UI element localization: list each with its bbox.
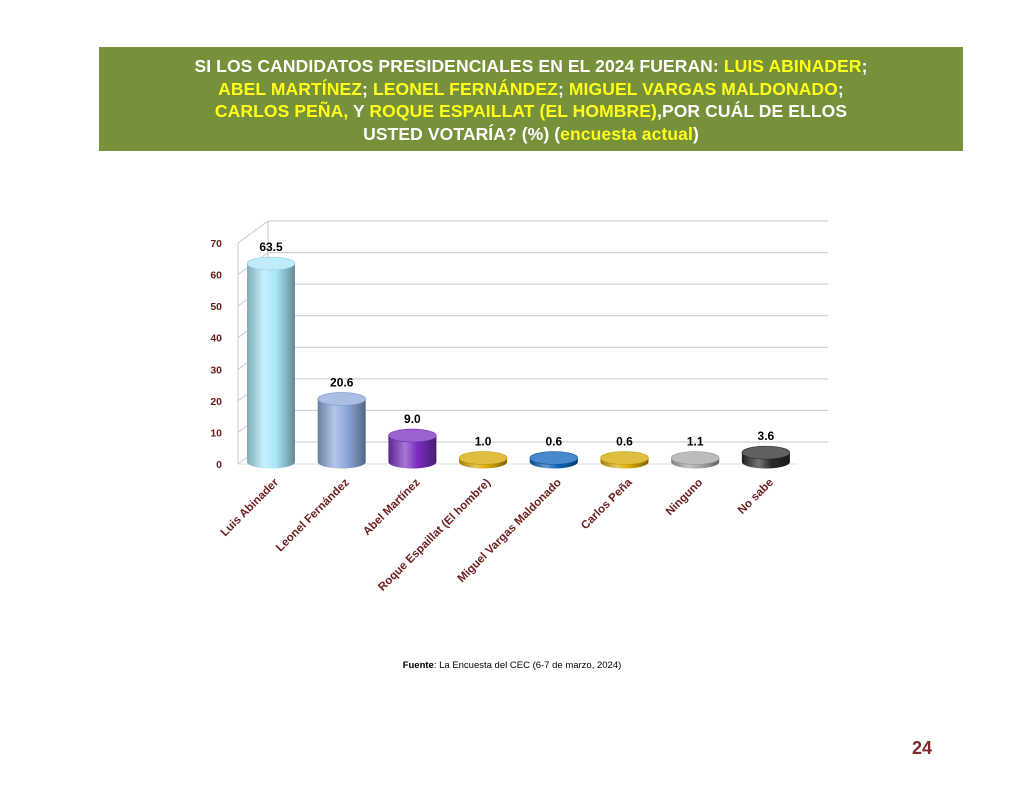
title-highlight-text: MIGUEL VARGAS MALDONADO	[568, 78, 838, 99]
x-tick-label: Roque Espaillat (El hombre)	[376, 477, 493, 594]
y-tick-label: 60	[210, 270, 222, 282]
bar	[317, 398, 366, 469]
bar	[247, 263, 295, 469]
data-label: 0.6	[616, 435, 633, 449]
data-label: 9.0	[404, 412, 421, 426]
title-highlight-text: LEONEL FERNÁNDEZ	[372, 78, 558, 99]
x-tick-label: Ninguno	[664, 477, 705, 518]
bar-top	[741, 445, 791, 460]
data-label: 63.5	[259, 240, 283, 254]
y-tick-label: 10	[210, 427, 222, 439]
page-number: 24	[912, 738, 933, 758]
title-text: )	[692, 123, 699, 144]
y-tick-label: 50	[210, 301, 222, 313]
title-highlight-text: ROQUE ESPAILLAT (EL HOMBRE)	[369, 101, 657, 121]
bar-top	[246, 256, 296, 271]
data-label: 3.6	[758, 429, 775, 443]
bar-top	[388, 428, 437, 443]
y-tick-label: 30	[210, 364, 222, 376]
x-tick-label: Luis Abinader	[219, 476, 282, 539]
bar-top	[670, 451, 720, 465]
data-label: 20.6	[330, 375, 354, 389]
data-label: 1.1	[687, 435, 704, 449]
title-text: SI LOS CANDIDATOS PRESIDENCIALES EN EL 2…	[194, 56, 724, 76]
bar-top	[600, 451, 649, 465]
title-text: ;	[861, 56, 868, 76]
gridline-depth	[237, 220, 269, 244]
y-tick-label: 40	[210, 333, 222, 345]
bar	[388, 435, 437, 469]
data-label: 0.6	[545, 435, 562, 449]
bar-chart: 0 10 20 30 40 50 60 70 63.5 Luis Abinader 20.6 Leon…	[210, 220, 828, 594]
x-tick-label: Leonel Fernández	[274, 476, 352, 554]
x-tick-label: No sabe	[736, 477, 776, 517]
y-tick-label: 0	[216, 459, 222, 471]
x-tick-label: Abel Martínez	[361, 476, 423, 538]
data-label: 1.0	[475, 435, 492, 449]
title-highlight-text: ABEL MARTÍNEZ	[218, 78, 363, 99]
title-text: ,POR CUÁL DE ELLOS	[656, 101, 848, 121]
title-banner: SI LOS CANDIDATOS PRESIDENCIALES EN EL 2…	[99, 47, 963, 151]
title-text: ;	[837, 78, 844, 99]
title-highlight-text: encuesta actual	[560, 123, 693, 144]
bar-top	[458, 451, 508, 465]
bar-top	[529, 451, 579, 465]
source-text: : La Encuesta del CEC (6-7 de marzo, 202…	[433, 660, 622, 671]
title-text: USTED VOTARÍA? (%) (	[363, 123, 561, 144]
title-text: ;	[362, 78, 373, 99]
title-highlight-text: LUIS ABINADER	[723, 56, 862, 76]
x-tick-label: Carlos Peña	[579, 476, 635, 532]
y-tick-label: 20	[210, 396, 222, 408]
source-note: Fuente: La Encuesta del CEC (6-7 de marz…	[0, 660, 1024, 671]
title-highlight-text: CARLOS PEÑA,	[214, 101, 349, 121]
title-text: Y	[348, 101, 370, 121]
bar-top	[317, 392, 367, 406]
y-tick-label: 70	[210, 238, 222, 250]
title-text: ;	[557, 78, 569, 99]
source-label: Fuente	[402, 660, 434, 671]
